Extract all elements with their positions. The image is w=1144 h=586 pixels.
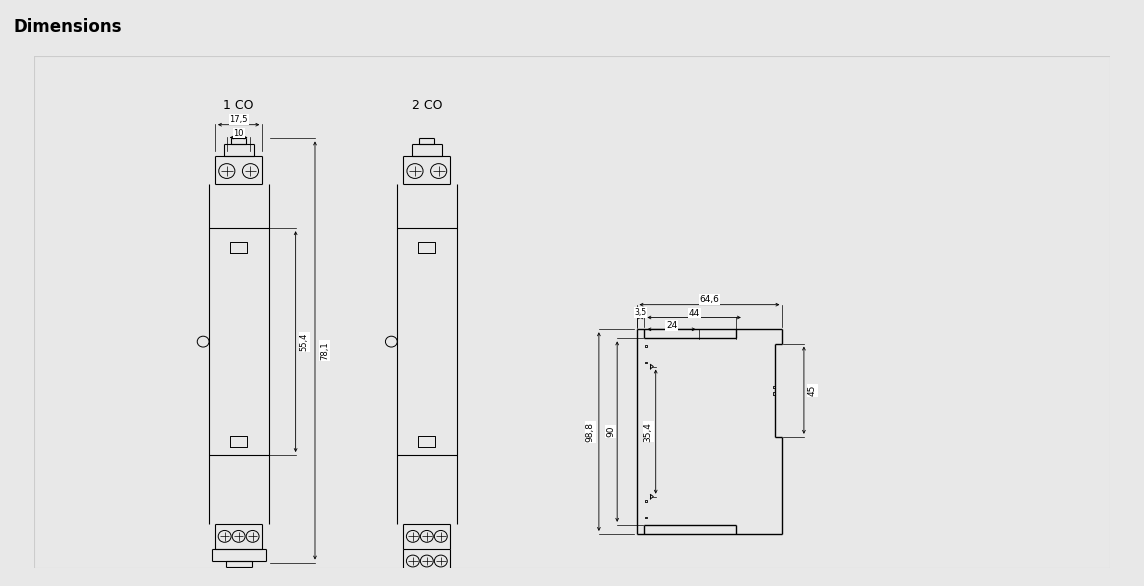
Text: 98,8: 98,8 <box>586 421 595 442</box>
Text: 64,6: 64,6 <box>699 295 720 304</box>
Text: 1 CO: 1 CO <box>223 99 254 112</box>
Text: 2 CO: 2 CO <box>412 99 442 112</box>
Text: 55,4: 55,4 <box>300 332 309 351</box>
Text: Dimensions: Dimensions <box>14 18 122 36</box>
Text: 90: 90 <box>606 426 615 437</box>
Text: 45: 45 <box>808 384 817 396</box>
Text: 10: 10 <box>233 128 244 138</box>
Text: 78,1: 78,1 <box>320 341 329 360</box>
Text: 24: 24 <box>666 321 677 330</box>
Text: 44: 44 <box>689 309 700 318</box>
Text: 17,5: 17,5 <box>230 115 248 124</box>
Text: 3,5: 3,5 <box>635 308 646 317</box>
Text: 35,4: 35,4 <box>644 422 653 442</box>
